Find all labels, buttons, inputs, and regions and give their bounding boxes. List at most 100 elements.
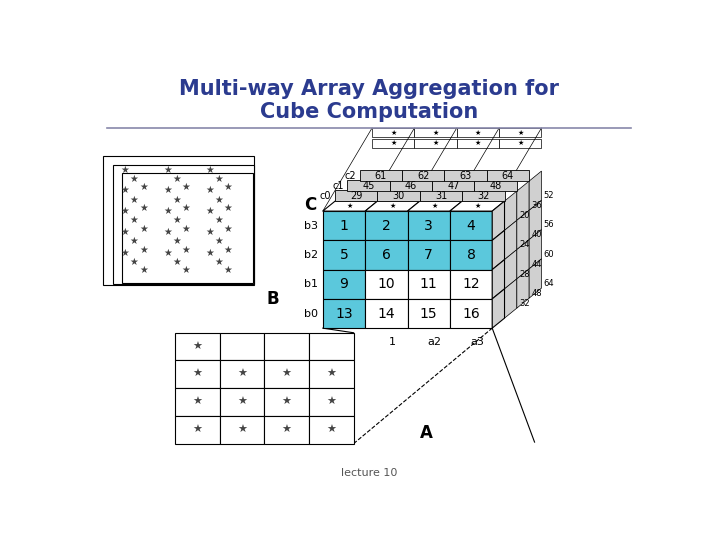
Text: 32: 32 [519, 299, 530, 308]
Text: 13: 13 [336, 307, 353, 321]
Text: B: B [266, 290, 279, 308]
Text: ★: ★ [120, 185, 130, 195]
Text: 15: 15 [420, 307, 438, 321]
Polygon shape [360, 170, 402, 181]
Bar [408, 299, 450, 328]
Bar [309, 361, 354, 388]
Polygon shape [456, 139, 499, 148]
Bar [365, 299, 408, 328]
Polygon shape [348, 180, 390, 191]
Polygon shape [462, 190, 505, 201]
Text: ★: ★ [282, 369, 292, 379]
Polygon shape [499, 139, 541, 148]
Polygon shape [365, 201, 420, 211]
Text: ★: ★ [215, 236, 223, 246]
Polygon shape [517, 211, 529, 249]
Text: ★: ★ [163, 185, 171, 195]
Text: ★: ★ [474, 140, 481, 146]
Text: 4: 4 [467, 219, 475, 233]
Text: 2: 2 [382, 219, 391, 233]
Text: ★: ★ [215, 257, 223, 267]
Text: ★: ★ [474, 203, 480, 209]
Polygon shape [492, 231, 505, 269]
Text: 56: 56 [544, 220, 554, 230]
Polygon shape [505, 279, 517, 318]
Text: ★: ★ [172, 236, 181, 246]
Polygon shape [529, 171, 541, 211]
Text: ★: ★ [282, 425, 292, 435]
Text: ★: ★ [130, 215, 138, 225]
Bar [323, 299, 365, 328]
Polygon shape [529, 200, 541, 240]
Polygon shape [402, 170, 444, 181]
Text: 1: 1 [340, 219, 348, 233]
Polygon shape [377, 190, 420, 201]
Polygon shape [420, 190, 462, 201]
Text: ★: ★ [326, 397, 336, 407]
Text: 64: 64 [544, 279, 554, 288]
Text: ★: ★ [192, 397, 202, 407]
Text: 6: 6 [382, 248, 391, 262]
Polygon shape [456, 128, 499, 137]
Text: 47: 47 [447, 181, 459, 191]
Bar [408, 269, 450, 299]
Text: ★: ★ [237, 369, 247, 379]
Bar [220, 388, 264, 416]
Bar [175, 333, 220, 361]
Text: 60: 60 [544, 249, 554, 259]
Text: 62: 62 [417, 171, 429, 181]
Text: 9: 9 [340, 277, 348, 291]
Text: ★: ★ [215, 174, 223, 184]
Text: 1: 1 [389, 337, 396, 347]
Text: Cube Computation: Cube Computation [260, 102, 478, 122]
Text: ★: ★ [139, 245, 148, 254]
Text: 48: 48 [531, 289, 542, 298]
Text: ★: ★ [390, 130, 397, 136]
Bar [264, 416, 309, 444]
Text: 45: 45 [362, 181, 375, 191]
Text: ★: ★ [205, 248, 214, 258]
Text: ★: ★ [163, 206, 171, 216]
Text: 40: 40 [531, 231, 542, 239]
Bar [122, 173, 253, 284]
Text: 31: 31 [435, 191, 447, 201]
Text: ★: ★ [181, 182, 190, 192]
Text: ★: ★ [139, 265, 148, 275]
Text: Multi-way Array Aggregation for: Multi-way Array Aggregation for [179, 79, 559, 99]
Bar [309, 388, 354, 416]
Text: 7: 7 [424, 248, 433, 262]
Text: ★: ★ [181, 224, 190, 234]
Text: 20: 20 [519, 211, 530, 220]
Text: 29: 29 [350, 191, 362, 201]
Text: 14: 14 [377, 307, 395, 321]
Text: ★: ★ [390, 140, 397, 146]
Text: ★: ★ [205, 227, 214, 237]
Bar [309, 333, 354, 361]
Text: ★: ★ [172, 257, 181, 267]
Text: ★: ★ [215, 194, 223, 205]
Text: ★: ★ [181, 203, 190, 213]
Text: ★: ★ [326, 369, 336, 379]
Polygon shape [505, 220, 517, 260]
Text: ★: ★ [205, 206, 214, 216]
Text: ★: ★ [130, 236, 138, 246]
Text: ★: ★ [139, 203, 148, 213]
Text: 30: 30 [392, 191, 405, 201]
Text: ★: ★ [282, 397, 292, 407]
Bar [323, 240, 365, 269]
Polygon shape [487, 170, 529, 181]
Polygon shape [492, 201, 505, 240]
Text: ★: ★ [432, 203, 438, 209]
Bar [309, 416, 354, 444]
Bar [408, 240, 450, 269]
Bar [450, 269, 492, 299]
Text: ★: ★ [192, 342, 202, 352]
Text: 61: 61 [375, 171, 387, 181]
Text: lecture 10: lecture 10 [341, 468, 397, 478]
Text: ★: ★ [433, 140, 438, 146]
Polygon shape [517, 240, 529, 279]
Text: ★: ★ [224, 224, 233, 234]
Text: ★: ★ [237, 397, 247, 407]
Bar [365, 211, 408, 240]
Polygon shape [450, 201, 505, 211]
